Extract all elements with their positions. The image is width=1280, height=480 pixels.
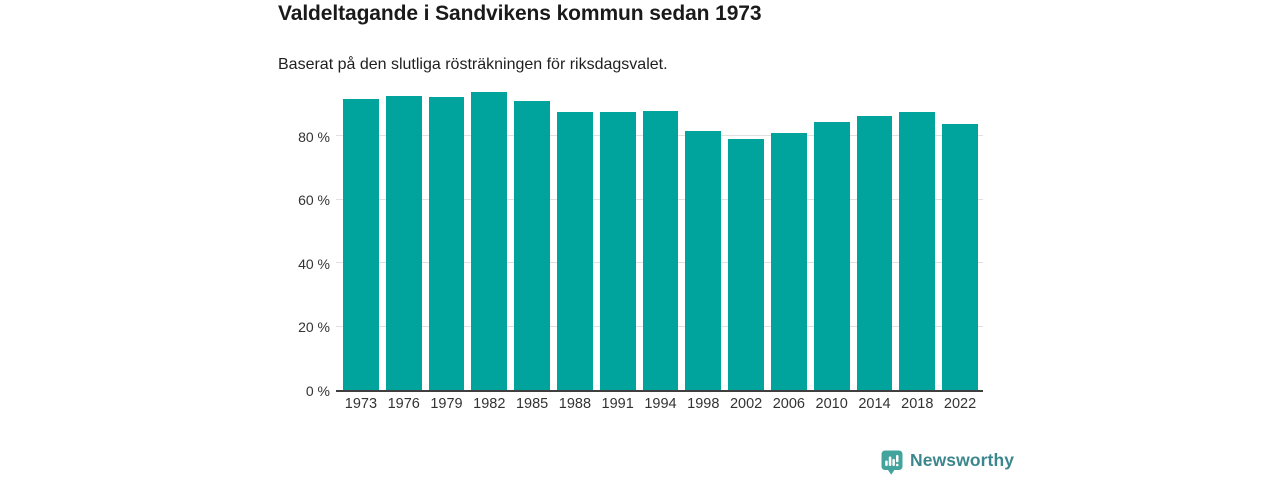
chart-subtitle: Baserat på den slutliga rösträkningen fö… [278, 56, 668, 73]
x-tick-label-1988: 1988 [558, 396, 592, 412]
x-axis-labels: 1973 1976 1979 1982 1985 1988 1991 1994 1998 2002… [343, 396, 978, 413]
x-tick-label-1991: 1991 [601, 396, 634, 412]
bar-1982 [471, 92, 508, 390]
x-tick-label-1985: 1985 [515, 396, 549, 412]
y-tick-label-80: 80 % [298, 128, 330, 145]
bar-2022 [942, 124, 978, 390]
newsworthy-logo: Newsworthy [880, 449, 1014, 477]
x-tick-label-2002: 2002 [729, 396, 763, 412]
y-axis-labels: 0 % 20 % 40 % 60 % 80 % [180, 72, 330, 398]
y-tick-label-0: 0 % [305, 383, 330, 399]
x-tick-label-2010: 2010 [815, 396, 848, 412]
y-tick-label-20: 20 % [298, 319, 330, 336]
y-tick-label-40: 40 % [298, 255, 330, 272]
bar-1998 [685, 131, 722, 390]
x-tick-label-2022: 2022 [943, 396, 977, 412]
bar-1979 [428, 97, 465, 390]
chart-title: Valdeltagande i Sandvikens kommun sedan … [278, 2, 762, 25]
plot-area [336, 72, 983, 392]
bar-2014 [856, 115, 893, 390]
bar-1973 [343, 99, 379, 390]
bar-2002 [728, 138, 764, 390]
bar-series [343, 72, 978, 390]
x-tick-label-1982: 1982 [473, 396, 506, 412]
x-tick-label-2018: 2018 [901, 396, 934, 412]
bar-1994 [642, 111, 679, 390]
newsworthy-wordmark: Newsworthy [910, 450, 1015, 471]
newsworthy-chart-bubble-icon [881, 450, 903, 475]
x-tick-label-2014: 2014 [858, 396, 891, 412]
x-tick-label-1994: 1994 [644, 396, 677, 412]
bar-2018 [899, 111, 936, 390]
bar-2010 [813, 122, 850, 390]
bar-1988 [556, 112, 593, 390]
bar-1976 [385, 96, 422, 390]
x-tick-label-1998: 1998 [687, 396, 720, 412]
bar-1985 [514, 100, 550, 390]
x-tick-label-1979: 1979 [430, 396, 463, 412]
x-tick-label-2006: 2006 [772, 396, 805, 412]
x-tick-label-1973: 1973 [344, 396, 378, 412]
x-tick-label-1976: 1976 [387, 396, 420, 412]
bar-1991 [599, 112, 636, 390]
bar-2006 [770, 133, 807, 390]
y-tick-label-60: 60 % [298, 192, 330, 209]
